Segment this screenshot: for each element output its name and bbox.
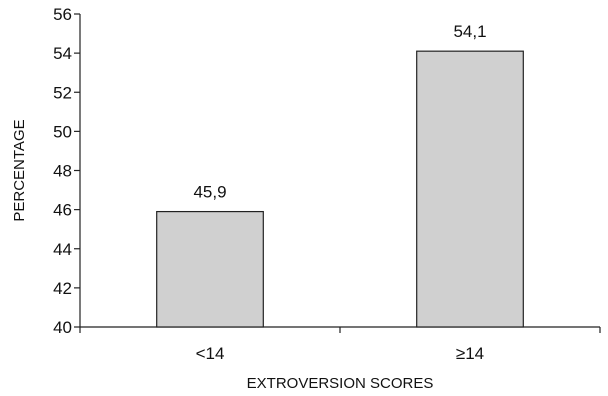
- bars: 45,9 54,1: [156, 22, 524, 328]
- y-tick-label: 44: [53, 240, 72, 259]
- y-tick-label: 50: [53, 122, 72, 141]
- y-tick-label: 52: [53, 83, 72, 102]
- y-tick-label: 56: [53, 5, 72, 24]
- y-tick-label: 48: [53, 162, 72, 181]
- y-axis-title: PERCENTAGE: [11, 119, 28, 221]
- x-tick-label: ≥14: [456, 344, 484, 363]
- y-tick-label: 46: [53, 201, 72, 220]
- x-axis: <14 ≥14: [79, 326, 601, 363]
- y-tick-label: 40: [53, 318, 72, 337]
- y-axis: 40 42 44 46 48 50 52 54 56: [53, 5, 81, 337]
- y-tick-label: 42: [53, 279, 72, 298]
- bar-value-label: 45,9: [193, 183, 226, 202]
- bar-value-label: 54,1: [453, 22, 486, 41]
- y-tick-label: 54: [53, 44, 72, 63]
- x-axis-title: EXTROVERSION SCORES: [247, 375, 434, 392]
- bar: [156, 210, 264, 328]
- bar: [416, 50, 524, 328]
- x-tick-label: <14: [196, 344, 225, 363]
